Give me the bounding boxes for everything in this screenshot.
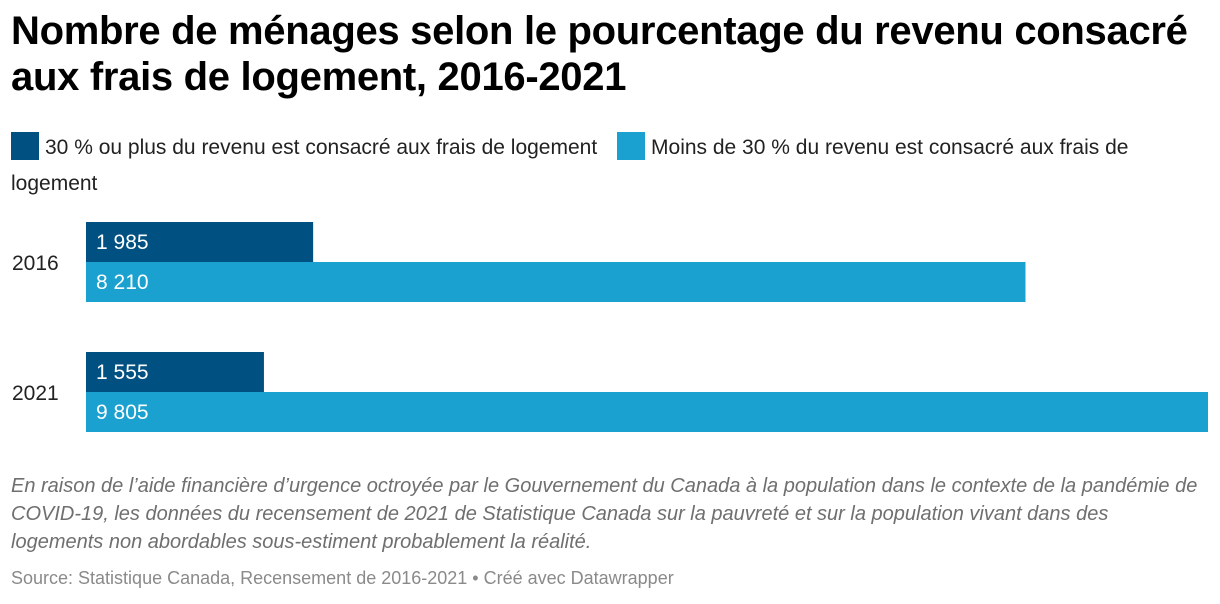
chart-note: En raison de l’aide financière d’urgence… (11, 475, 1198, 553)
data-label-2016-series-1: 8 210 (96, 271, 149, 294)
legend-label-less-30: Moins de 30 % du revenu est consacré aux… (11, 136, 1129, 195)
source-line: Source: Statistique Canada, Recensement … (11, 568, 674, 588)
category-label-2021: 2021 (12, 382, 59, 405)
bar-2021-series-0 (86, 352, 264, 392)
data-label-2021-series-0: 1 555 (96, 361, 149, 384)
bar-2016-series-1 (86, 262, 1026, 302)
legend-item-less-30: Moins de 30 % du revenu est consacré aux… (11, 132, 1129, 195)
data-label-2021-series-1: 9 805 (96, 401, 149, 424)
legend-swatch-dark (11, 132, 39, 160)
bar-2021-series-1 (86, 392, 1208, 432)
chart-title: Nombre de ménages selon le pourcentage d… (11, 9, 1188, 99)
bar-2016-series-0 (86, 222, 314, 262)
legend-label-30-plus: 30 % ou plus du revenu est consacré aux … (45, 136, 598, 159)
legend: 30 % ou plus du revenu est consacré aux … (11, 130, 1206, 202)
legend-item-30-plus: 30 % ou plus du revenu est consacré aux … (11, 132, 603, 160)
legend-swatch-light (617, 132, 646, 160)
category-label-2016: 2016 (12, 252, 59, 275)
data-label-2016-series-0: 1 985 (96, 231, 149, 254)
